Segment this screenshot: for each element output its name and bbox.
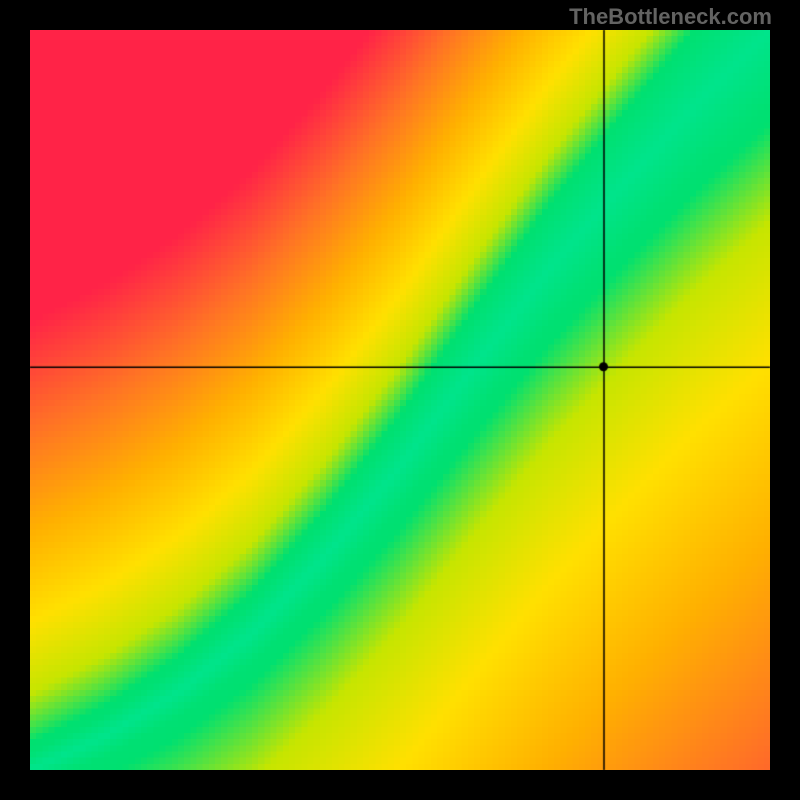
- chart-container: TheBottleneck.com: [0, 0, 800, 800]
- watermark-text: TheBottleneck.com: [569, 4, 772, 30]
- bottleneck-heatmap: [30, 30, 770, 770]
